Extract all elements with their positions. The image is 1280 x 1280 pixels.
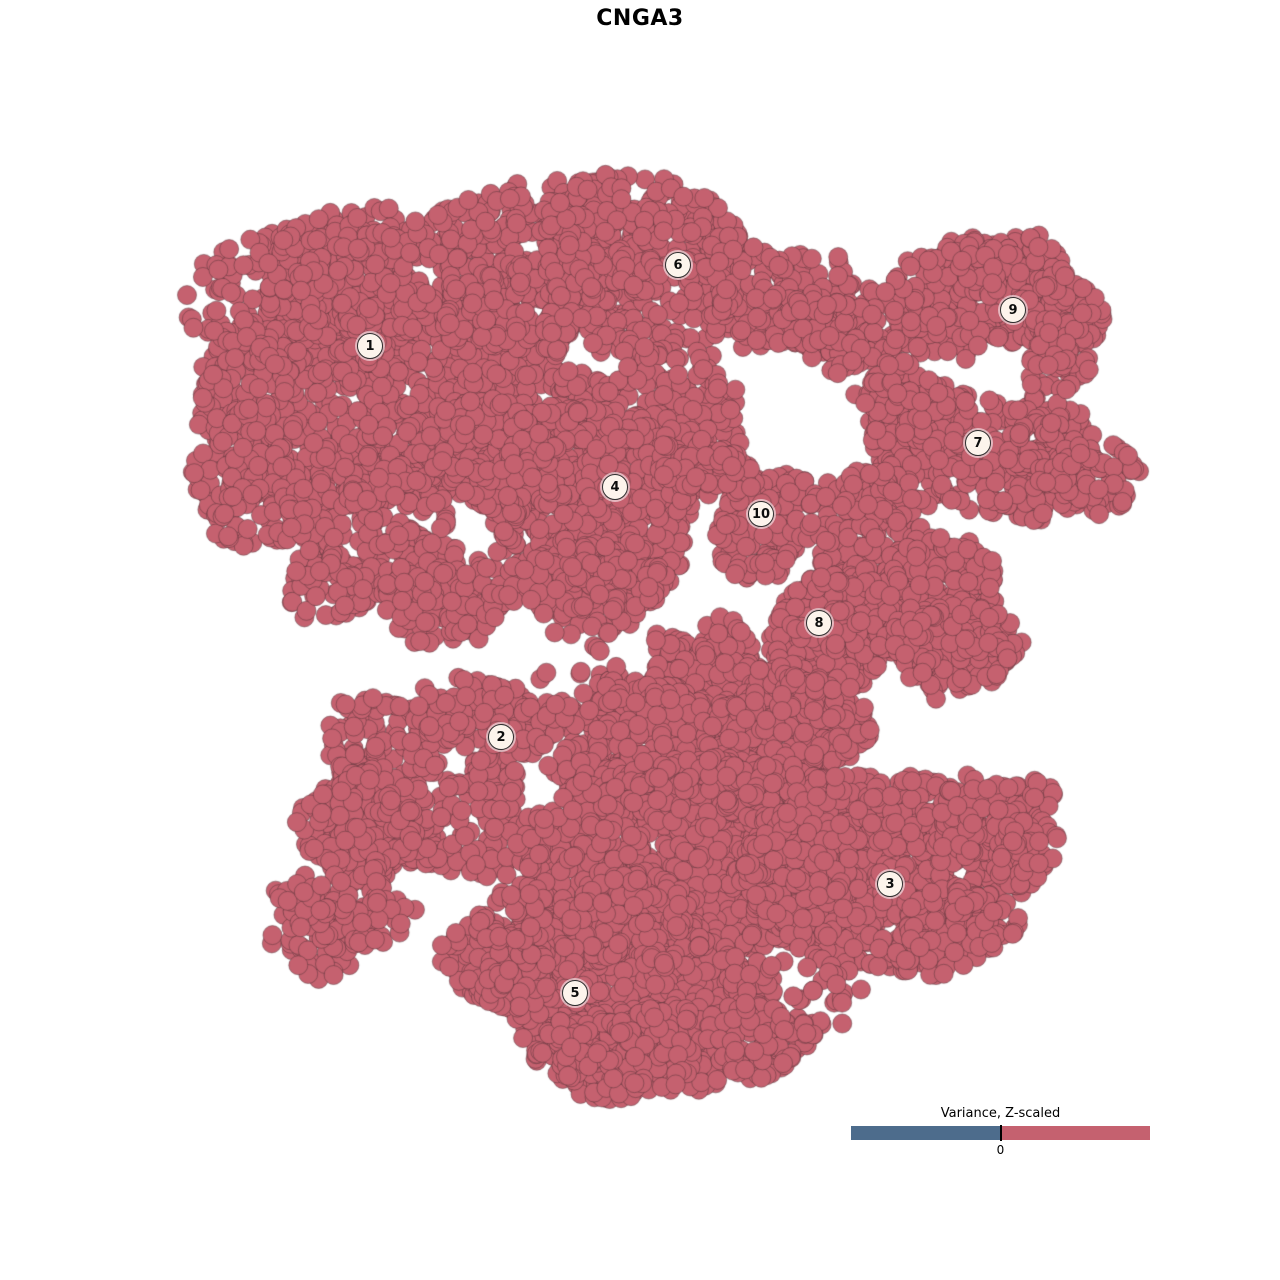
color-scale-legend: Variance, Z-scaled 0 xyxy=(851,1106,1150,1157)
legend-negative-segment xyxy=(851,1126,1001,1140)
legend-colorbar xyxy=(851,1125,1150,1141)
legend-zero-label: 0 xyxy=(996,1143,1005,1157)
legend-title: Variance, Z-scaled xyxy=(940,1106,1061,1121)
legend-zero-tick-icon xyxy=(999,1125,1002,1141)
legend-positive-segment xyxy=(1000,1126,1150,1140)
